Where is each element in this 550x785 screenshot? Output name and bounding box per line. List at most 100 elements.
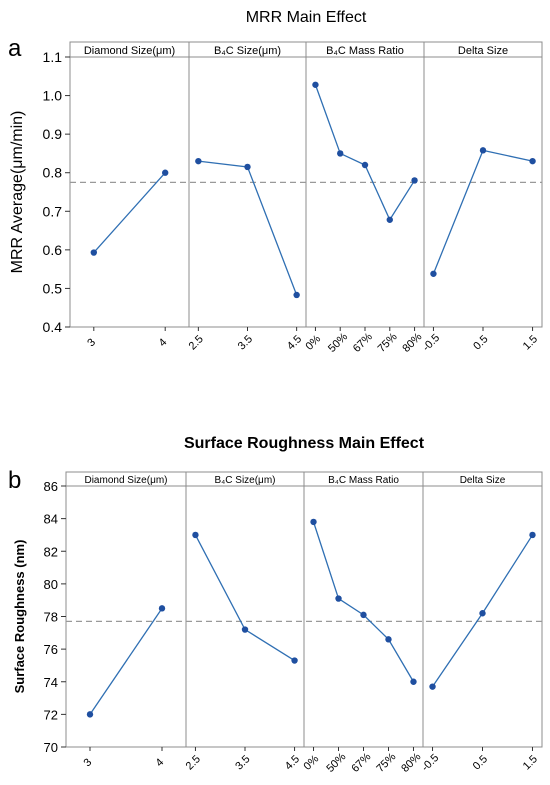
factor-header: B₄C Size(μm) <box>215 475 276 486</box>
x-tick-label: 2.5 <box>187 333 206 352</box>
factor-panel: Delta Size -0.5 0.5 1.5 <box>419 475 540 774</box>
data-point <box>361 161 369 169</box>
data-point <box>411 177 418 184</box>
series-line <box>312 521 415 683</box>
x-tick-label: 67% <box>351 331 375 355</box>
x-tick-label: 4.5 <box>283 753 302 772</box>
series-line <box>93 172 166 253</box>
y-tick-label: 0.7 <box>43 203 63 219</box>
series-line <box>432 149 533 275</box>
y-tick-label: 84 <box>44 512 58 527</box>
data-point <box>410 678 417 685</box>
factor-panel: Delta Size -0.5 0.5 1.5 <box>420 45 540 354</box>
x-tick-label: 3 <box>85 336 98 349</box>
y-tick-label: 80 <box>44 577 58 592</box>
chart-title: MRR Main Effect <box>246 9 367 26</box>
x-tick-label: 75% <box>376 331 400 355</box>
factor-panel: B₄C Mass Ratio 0% 50% 67% 75% 80% <box>302 475 424 775</box>
data-point <box>244 163 251 171</box>
x-tick-label: 80% <box>400 331 424 355</box>
x-tick-label: 1.5 <box>521 753 540 772</box>
panel-a-letter: a <box>8 35 22 62</box>
y-tick-label: 72 <box>44 707 58 722</box>
x-tick-label: 50% <box>324 751 348 775</box>
factor-header: Delta Size <box>458 45 508 57</box>
data-point <box>386 216 393 223</box>
y-tick-label: 0.6 <box>43 242 63 258</box>
factor-header: Diamond Size(μm) <box>84 45 175 57</box>
y-tick-label: 74 <box>44 675 58 690</box>
surface-roughness-main-effect-chart: Surface Roughness Main Effect Surface Rou… <box>12 435 543 775</box>
factor-header: B₄C Mass Ratio <box>326 45 404 57</box>
factor-header: Diamond Size(μm) <box>84 475 167 486</box>
series-line <box>194 534 295 662</box>
mrr-main-effect-chart: MRR Main Effect MRR Average(μm/min) 0.4 0.5… <box>9 9 543 355</box>
x-tick-label: 4 <box>157 336 170 349</box>
y-tick-label: 70 <box>44 740 58 755</box>
factor-panel: Diamond Size(μm) 3 4 <box>81 475 167 769</box>
data-point <box>162 169 169 176</box>
x-tick-label: 3.5 <box>236 333 255 352</box>
data-point <box>529 157 536 165</box>
data-point <box>158 605 166 612</box>
y-tick-label: 0.4 <box>43 319 63 335</box>
y-tick-label: 0.9 <box>43 126 63 142</box>
y-tick-label: 1.0 <box>43 88 63 104</box>
x-tick-label: 50% <box>326 331 350 355</box>
series-line <box>198 160 298 296</box>
data-point <box>529 531 536 539</box>
data-point <box>360 611 367 619</box>
y-tick-label: 0.5 <box>43 280 63 296</box>
data-point <box>293 291 300 299</box>
factor-header: B₄C Size(μm) <box>214 45 281 57</box>
factor-panel: B₄C Size(μm) 2.5 3.5 4.5 <box>187 45 305 353</box>
x-tick-label: -0.5 <box>419 752 441 774</box>
x-tick-label: 67% <box>349 751 373 775</box>
data-point <box>310 518 317 526</box>
y-tick-label: 76 <box>44 642 58 657</box>
panel-b-letter: b <box>8 467 21 494</box>
data-point <box>291 657 298 664</box>
y-tick-label: 1.1 <box>43 49 63 65</box>
x-tick-label: 0.5 <box>471 333 490 352</box>
data-point <box>241 626 249 633</box>
data-point <box>479 610 486 617</box>
factor-panel: B₄C Mass Ratio 0% 50% 67% 75% 80% <box>303 45 424 355</box>
x-tick-label: 0% <box>302 753 322 773</box>
factor-panel: B₄C Size(μm) 2.5 3.5 4.5 <box>184 475 302 773</box>
data-point <box>429 683 436 690</box>
data-point <box>192 531 199 539</box>
x-tick-label: 4 <box>153 756 166 769</box>
data-point <box>385 636 392 643</box>
data-point <box>195 157 202 165</box>
data-point <box>479 147 487 154</box>
x-tick-label: 75% <box>374 751 398 775</box>
x-tick-label: 4.5 <box>285 333 304 352</box>
x-tick-label: 0% <box>303 333 323 353</box>
x-tick-label: -0.5 <box>420 332 442 354</box>
factor-header: Delta Size <box>460 475 506 486</box>
data-point <box>337 150 344 157</box>
y-tick-label: 78 <box>44 610 58 625</box>
y-tick-label: 82 <box>44 544 58 559</box>
series-line <box>314 84 416 222</box>
x-tick-label: 80% <box>399 751 423 775</box>
y-axis-label: Surface Roughness (nm) <box>12 540 27 694</box>
chart-title: Surface Roughness Main Effect <box>184 435 425 452</box>
data-point <box>86 711 94 718</box>
x-tick-label: 1.5 <box>521 333 540 352</box>
factor-panel: Diamond Size(μm) 3 4 <box>84 45 175 349</box>
data-point <box>90 249 98 256</box>
y-axis-label: MRR Average(μm/min) <box>9 111 26 274</box>
data-point <box>335 595 342 602</box>
x-tick-label: 0.5 <box>471 753 490 772</box>
series-line <box>89 607 163 715</box>
data-point <box>312 81 319 88</box>
y-tick-label: 86 <box>44 479 58 494</box>
y-tick-label: 0.8 <box>43 165 63 181</box>
x-tick-label: 3.5 <box>233 753 252 772</box>
x-tick-label: 3 <box>81 756 94 769</box>
factor-header: B₄C Mass Ratio <box>328 475 399 486</box>
data-point <box>430 270 437 277</box>
